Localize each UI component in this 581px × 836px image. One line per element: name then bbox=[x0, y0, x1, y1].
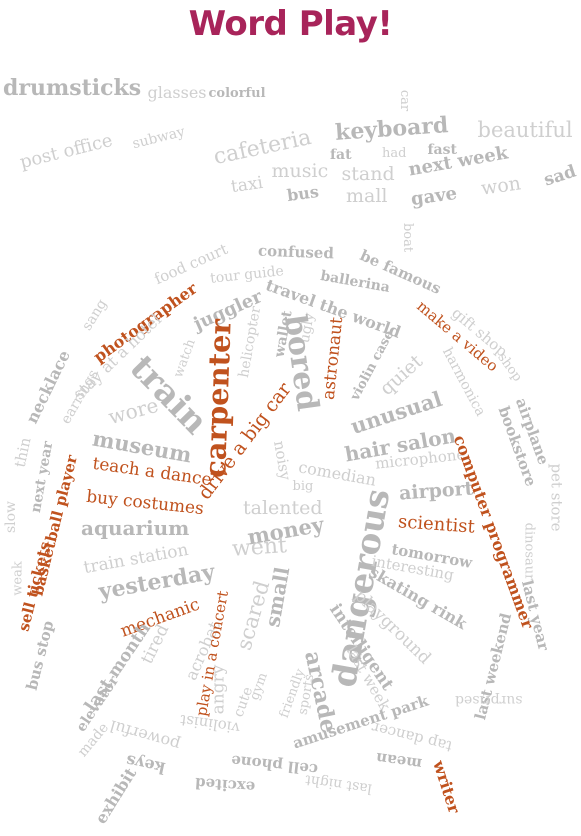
cloud-word: keyboard bbox=[333, 112, 449, 146]
cloud-word: astronaut bbox=[318, 315, 347, 401]
cloud-word: earrings bbox=[57, 367, 102, 427]
cloud-word: fast bbox=[427, 142, 457, 158]
cloud-word: dinosaur bbox=[521, 522, 537, 580]
cloud-word: big bbox=[292, 478, 314, 494]
cloud-word: talented bbox=[243, 496, 323, 519]
cloud-word: last night bbox=[303, 771, 373, 797]
cloud-word: shop bbox=[493, 349, 525, 385]
page-title: Word Play! bbox=[188, 4, 393, 44]
cloud-word: violinist bbox=[178, 710, 241, 737]
cloud-word: exhibit bbox=[91, 764, 141, 828]
cloud-word: aquarium bbox=[81, 516, 190, 540]
cloud-word: sad bbox=[541, 160, 579, 191]
cloud-word: tap dancer bbox=[369, 717, 454, 756]
cloud-word: bus bbox=[285, 181, 320, 206]
cloud-word: colorful bbox=[208, 85, 266, 101]
cloud-word: watch bbox=[171, 336, 199, 380]
cloud-word: gave bbox=[409, 182, 459, 211]
cloud-word: sang bbox=[79, 296, 111, 334]
cloud-word: slow bbox=[3, 500, 20, 534]
cloud-word: fat bbox=[330, 147, 352, 163]
cloud-word: buy costumes bbox=[85, 486, 205, 519]
cloud-word: stand bbox=[341, 162, 395, 185]
cloud-word: angry bbox=[208, 664, 229, 714]
cloud-word: surprised bbox=[454, 692, 522, 708]
cloud-word: airport bbox=[398, 476, 474, 505]
cloud-word: taxi bbox=[229, 172, 265, 197]
cloud-word: glasses bbox=[147, 83, 207, 102]
cloud-word: mean bbox=[374, 748, 424, 773]
cloud-word: thin bbox=[10, 435, 35, 469]
cloud-word: confused bbox=[257, 241, 335, 262]
cloud-word: subway bbox=[130, 123, 187, 153]
cloud-word: next week bbox=[406, 142, 510, 181]
cloud-word: noisy bbox=[270, 438, 295, 482]
cloud-word: writer bbox=[429, 758, 465, 816]
cloud-word: cell phone bbox=[229, 750, 319, 779]
cloud-word: mall bbox=[346, 184, 388, 207]
cloud-word: went bbox=[230, 533, 288, 562]
cloud-word: beautiful bbox=[477, 117, 573, 142]
cloud-word: car bbox=[396, 89, 412, 111]
cloud-word: pet store bbox=[547, 462, 566, 532]
cloud-word: scientist bbox=[396, 511, 475, 538]
cloud-word: powerful bbox=[107, 716, 183, 755]
cloud-word: gym bbox=[247, 670, 271, 702]
cloud-word: weak bbox=[10, 560, 26, 596]
cloud-word: won bbox=[479, 171, 523, 200]
cloud-word: music bbox=[271, 159, 329, 182]
cloud-word: excited bbox=[194, 773, 256, 796]
cloud-word: wore bbox=[105, 392, 161, 430]
cloud-word: drumsticks bbox=[3, 75, 142, 101]
cloud-word: post office bbox=[17, 129, 115, 174]
cloud-word: had bbox=[382, 145, 407, 161]
cloud-word: boat bbox=[399, 222, 415, 252]
